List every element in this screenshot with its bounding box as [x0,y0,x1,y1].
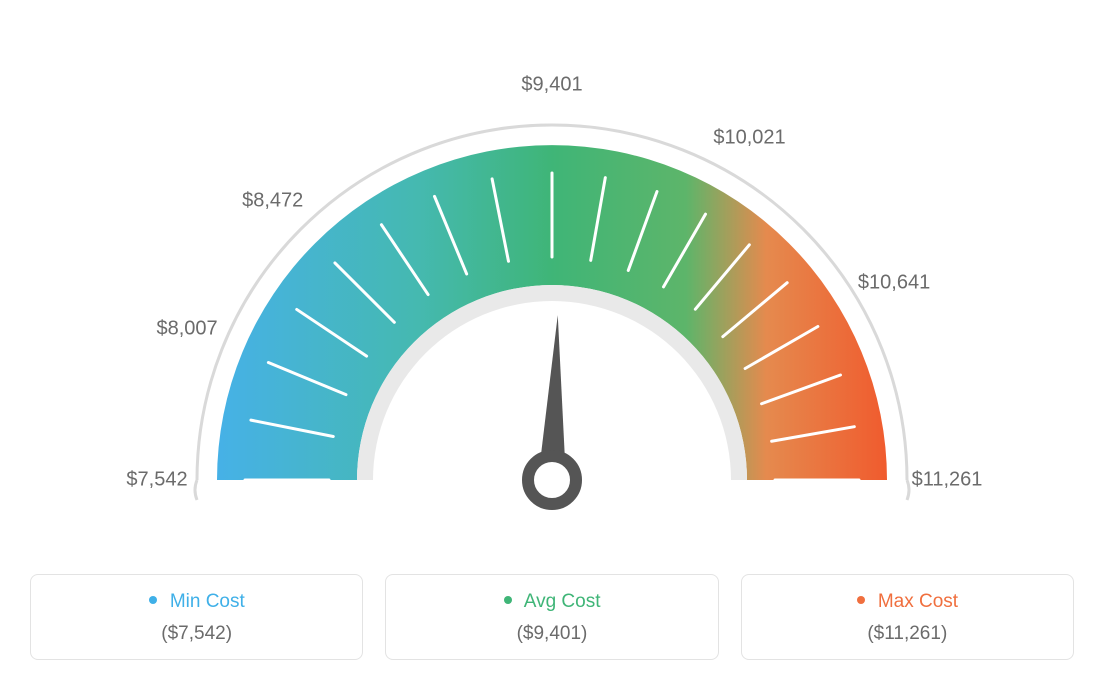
legend-card-min: Min Cost ($7,542) [30,574,363,660]
legend-label-avg: Avg Cost [524,591,601,612]
cost-gauge-widget: $7,542 $8,007 $8,472 $9,401 $10,021 $10,641 $1… [0,0,1104,690]
legend-dot-max-icon [857,596,865,604]
gauge-tick-label: $11,261 [912,469,983,492]
gauge-labels-layer: $7,542 $8,007 $8,472 $9,401 $10,021 $10,641 $1… [0,0,1104,560]
legend-dot-min-icon [149,596,157,604]
legend-value-avg: ($9,401) [396,623,707,645]
legend-row: Min Cost ($7,542) Avg Cost ($9,401) Max … [0,556,1104,690]
gauge-tick-label: $8,007 [156,317,217,340]
legend-dot-avg-icon [504,596,512,604]
legend-title-min: Min Cost [41,591,352,613]
legend-value-min: ($7,542) [41,623,352,645]
gauge-tick-label: $7,542 [126,469,187,492]
legend-label-min: Min Cost [170,591,245,612]
legend-value-max: ($11,261) [752,623,1063,645]
legend-title-max: Max Cost [752,591,1063,613]
gauge-tick-label: $10,641 [858,271,930,294]
legend-label-max: Max Cost [878,591,958,612]
legend-card-avg: Avg Cost ($9,401) [385,574,718,660]
gauge-tick-label: $9,401 [521,74,582,97]
legend-card-max: Max Cost ($11,261) [741,574,1074,660]
gauge-tick-label: $8,472 [242,189,303,212]
legend-title-avg: Avg Cost [396,591,707,613]
gauge-tick-label: $10,021 [713,126,785,149]
